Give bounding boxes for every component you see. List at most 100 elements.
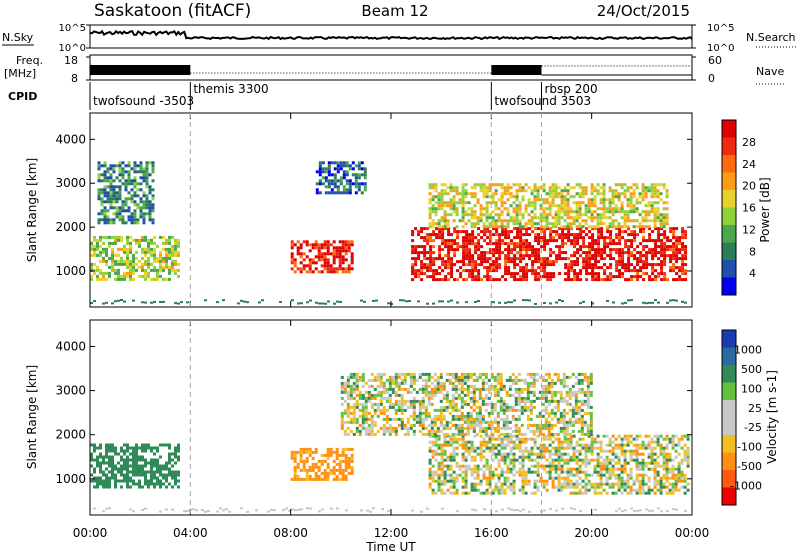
colorbar-swatch bbox=[722, 382, 736, 401]
colorbar-frame bbox=[721, 119, 737, 296]
noise-panel: N.Sky 10^5 10^0 10^5 10^0 N.Search bbox=[2, 23, 798, 54]
noise-left-tick-top: 10^5 bbox=[59, 23, 86, 34]
colorbar-swatch bbox=[722, 155, 736, 173]
velocity-region bbox=[428, 434, 690, 495]
colorbar-swatch bbox=[722, 347, 736, 366]
colorbar-tick-label: -1000 bbox=[730, 480, 762, 493]
power-region bbox=[428, 183, 669, 229]
y-tick-label: 1000 bbox=[55, 264, 86, 278]
cpid-segment-label: twofsound -3503 bbox=[93, 94, 194, 108]
colorbar-swatch bbox=[722, 277, 736, 296]
colorbar-swatch bbox=[722, 470, 736, 488]
colorbar-swatch bbox=[722, 120, 736, 138]
velocity-region bbox=[340, 372, 593, 436]
noise-sky-line bbox=[89, 29, 693, 41]
colorbar-tick-label: 1000 bbox=[734, 343, 762, 356]
colorbar-tick-label: 4 bbox=[749, 267, 756, 280]
time-markers bbox=[189, 113, 542, 515]
colorbar-tick-label: 24 bbox=[742, 158, 756, 171]
freq-right-tick-bottom: 0 bbox=[708, 72, 715, 85]
date-title: 24/Oct/2015 bbox=[597, 2, 690, 20]
colorbar-tick-label: 12 bbox=[742, 223, 756, 236]
colorbar-swatch bbox=[722, 190, 736, 208]
velocity-region bbox=[290, 447, 354, 481]
y-tick-label: 4000 bbox=[55, 132, 86, 146]
y-tick-label: 1000 bbox=[55, 472, 86, 486]
colorbar-tick-label: -100 bbox=[737, 441, 762, 454]
power-colorbar-label: Power [dB] bbox=[758, 177, 772, 242]
x-tick-label: 20:00 bbox=[574, 526, 609, 540]
colorbar-swatch bbox=[722, 260, 736, 278]
x-tick-label: 16:00 bbox=[474, 526, 509, 540]
velocity-panel: 1000 2000 3000 4000 bbox=[55, 319, 693, 516]
freq-dense-block bbox=[90, 65, 191, 75]
velocity-near-range-strip bbox=[93, 507, 687, 513]
noise-left-tick-bottom: 10^0 bbox=[59, 43, 86, 54]
nave-label: Nave bbox=[756, 65, 784, 78]
y-tick-label: 4000 bbox=[55, 339, 86, 353]
power-region bbox=[97, 161, 155, 225]
station-title: Saskatoon (fitACF) bbox=[94, 1, 251, 21]
power-near-range-strip bbox=[90, 299, 687, 305]
freq-left-tick-top: 18 bbox=[64, 54, 78, 67]
colorbar-swatch bbox=[722, 400, 736, 418]
colorbar-tick-label: 25 bbox=[748, 402, 762, 415]
colorbar-swatch bbox=[722, 225, 736, 243]
colorbar-swatch bbox=[722, 417, 736, 436]
power-region bbox=[411, 227, 688, 282]
noise-right-tick-bottom: 10^0 bbox=[707, 43, 734, 54]
noise-right-label: N.Search bbox=[746, 31, 796, 44]
x-tick-label: 00:00 bbox=[73, 526, 108, 540]
cpid-segment-label: twofsound 3503 bbox=[494, 94, 591, 108]
freq-right-tick-top: 60 bbox=[708, 54, 722, 67]
x-tick-label: 00:00 bbox=[675, 526, 710, 540]
colorbar-swatch bbox=[722, 172, 736, 191]
freq-left-tick-bottom: 8 bbox=[71, 72, 78, 85]
colorbar-swatch bbox=[722, 487, 736, 506]
colorbar-tick-label: 500 bbox=[741, 363, 762, 376]
y-tick-label: 3000 bbox=[55, 384, 86, 398]
colorbar-swatch bbox=[722, 452, 736, 471]
colorbar-tick-label: -25 bbox=[744, 421, 762, 434]
power-region bbox=[290, 240, 354, 274]
power-y-axis-label: Slant Range [km] bbox=[25, 158, 39, 262]
colorbar-swatch bbox=[722, 137, 736, 156]
cpid-label: CPID bbox=[8, 90, 37, 103]
x-tick-label: 12:00 bbox=[374, 526, 409, 540]
freq-marks bbox=[90, 65, 692, 76]
velocity-y-axis-label: Slant Range [km] bbox=[25, 365, 39, 469]
colorbar-swatch bbox=[722, 365, 736, 383]
y-tick-label: 2000 bbox=[55, 220, 86, 234]
power-colorbar: 28 24 20 16 12 8 4 bbox=[721, 119, 756, 296]
noise-left-label: N.Sky bbox=[2, 31, 34, 44]
freq-dense-block bbox=[491, 65, 542, 75]
y-tick-label: 3000 bbox=[55, 176, 86, 190]
power-panel: 1000 2000 3000 4000 bbox=[55, 112, 693, 308]
colorbar-tick-label: 8 bbox=[749, 245, 756, 258]
beam-title: Beam 12 bbox=[361, 2, 428, 20]
x-axis: 00:00 04:00 08:00 12:00 16:00 20:00 00:00 bbox=[73, 526, 710, 540]
cpid-segment-label: themis 3300 bbox=[193, 82, 268, 96]
colorbar-swatch bbox=[722, 330, 736, 348]
noise-right-tick-top: 10^5 bbox=[707, 23, 734, 34]
power-region bbox=[90, 235, 180, 281]
colorbar-swatch bbox=[722, 207, 736, 226]
x-tick-label: 08:00 bbox=[273, 526, 308, 540]
colorbar-tick-label: 20 bbox=[742, 180, 756, 193]
x-axis-label: Time UT bbox=[365, 540, 416, 554]
power-region bbox=[315, 161, 367, 195]
colorbar-swatch bbox=[722, 242, 736, 261]
freq-label-1: Freq. bbox=[16, 54, 43, 67]
colorbar-tick-label: 16 bbox=[742, 202, 756, 215]
cpid-segment-label: rbsp 200 bbox=[545, 82, 598, 96]
colorbar-tick-label: -500 bbox=[737, 460, 762, 473]
freq-panel: Freq. [MHz] 18 8 60 0 Nave bbox=[4, 54, 784, 85]
freq-label-2: [MHz] bbox=[4, 67, 36, 80]
y-tick-label: 2000 bbox=[55, 428, 86, 442]
colorbar-tick-label: 28 bbox=[742, 136, 756, 149]
velocity-colorbar: 1000 500 100 25 -25 -100 -500 -1000 bbox=[721, 329, 762, 506]
colorbar-frame bbox=[721, 329, 737, 506]
velocity-colorbar-label: Velocity [m s-1] bbox=[765, 370, 779, 464]
